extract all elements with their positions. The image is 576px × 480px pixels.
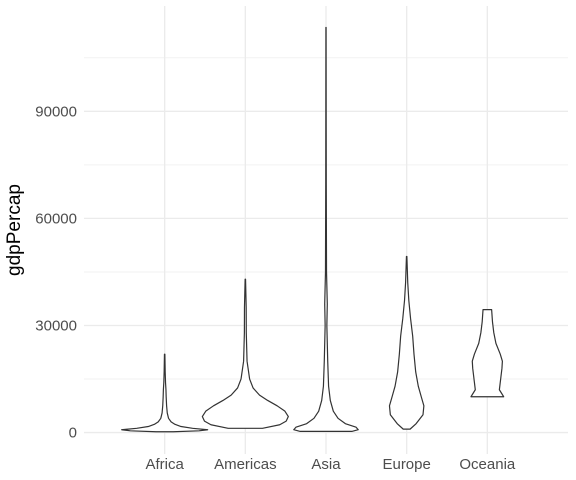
x-tick-label-asia: Asia	[311, 456, 341, 473]
x-tick-label-oceania: Oceania	[459, 456, 516, 473]
violin-oceania	[470, 309, 505, 398]
violin-europe	[388, 255, 425, 430]
violin-americas	[201, 278, 289, 429]
x-tick-label-africa: Africa	[145, 456, 184, 473]
violin-series	[121, 26, 505, 433]
violin-asia	[293, 26, 359, 432]
violin-africa	[121, 353, 209, 433]
y-axis-tick-labels: 0 30000 60000 90000	[35, 103, 77, 441]
x-tick-label-europe: Europe	[382, 456, 430, 473]
y-tick-label: 60000	[35, 210, 77, 227]
y-tick-label: 90000	[35, 103, 77, 120]
x-tick-label-americas: Americas	[214, 456, 277, 473]
y-tick-label: 0	[69, 425, 77, 442]
y-tick-label: 30000	[35, 317, 77, 334]
y-axis-title: gdpPercap	[4, 184, 25, 276]
x-axis-tick-labels: Africa Americas Asia Europe Oceania	[145, 456, 515, 473]
